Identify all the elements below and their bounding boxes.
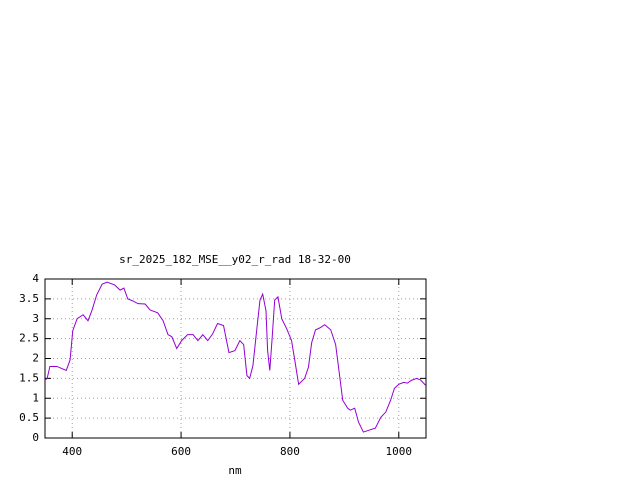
y-tick-label: 0.5 — [19, 411, 39, 424]
data-line — [44, 281, 426, 433]
y-tick-label: 2.5 — [19, 332, 39, 345]
x-tick-label: 800 — [280, 445, 300, 458]
y-tick-label: 1 — [32, 391, 39, 404]
x-tick-label: 1000 — [386, 445, 413, 458]
y-tick-label: 4 — [32, 272, 39, 285]
x-axis-label: nm — [228, 464, 242, 477]
y-tick-label: 1.5 — [19, 371, 39, 384]
y-tick-label: 3.5 — [19, 292, 39, 305]
x-tick-label: 600 — [171, 445, 191, 458]
chart-title: sr_2025_182_MSE__y02_r_rad 18-32-00 — [119, 253, 351, 266]
y-tick-label: 0 — [32, 431, 39, 444]
plot-frame — [44, 278, 427, 439]
x-tick-label: 400 — [62, 445, 82, 458]
y-tick-label: 3 — [32, 312, 39, 325]
y-tick-label: 2 — [32, 352, 39, 365]
